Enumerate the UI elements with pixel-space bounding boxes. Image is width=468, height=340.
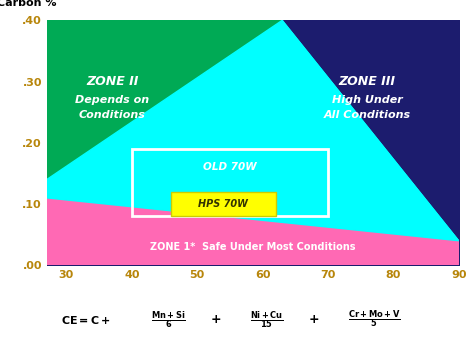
Polygon shape xyxy=(47,20,459,241)
Text: $\mathbf{+}$: $\mathbf{+}$ xyxy=(210,313,221,326)
Text: HPS 70W: HPS 70W xyxy=(198,199,248,209)
Polygon shape xyxy=(47,20,282,180)
Polygon shape xyxy=(47,20,282,186)
Text: $\mathbf{\frac{Cr+Mo+V}{5}}$: $\mathbf{\frac{Cr+Mo+V}{5}}$ xyxy=(348,309,401,330)
FancyBboxPatch shape xyxy=(171,192,276,216)
Text: Carbon %: Carbon % xyxy=(0,0,57,8)
Text: $\mathbf{+}$: $\mathbf{+}$ xyxy=(308,313,319,326)
Polygon shape xyxy=(47,198,459,265)
Text: $\mathbf{CE = C +}$: $\mathbf{CE = C +}$ xyxy=(61,313,111,326)
Text: ZONE III: ZONE III xyxy=(339,75,395,88)
Text: All Conditions: All Conditions xyxy=(323,110,411,120)
Text: $\mathbf{\frac{Ni+Cu}{15}}$: $\mathbf{\frac{Ni+Cu}{15}}$ xyxy=(250,309,284,330)
Text: $\mathbf{\frac{Mn+Si}{6}}$: $\mathbf{\frac{Mn+Si}{6}}$ xyxy=(151,309,186,330)
Text: OLD 70W: OLD 70W xyxy=(203,162,257,172)
Polygon shape xyxy=(47,20,459,241)
Text: Depends on: Depends on xyxy=(75,95,149,105)
Polygon shape xyxy=(47,20,282,180)
Text: Conditions: Conditions xyxy=(79,110,146,120)
Text: ZONE 1*  Safe Under Most Conditions: ZONE 1* Safe Under Most Conditions xyxy=(150,242,356,252)
Text: ZONE II: ZONE II xyxy=(86,75,139,88)
Polygon shape xyxy=(47,198,459,265)
Text: High Under: High Under xyxy=(332,95,402,105)
